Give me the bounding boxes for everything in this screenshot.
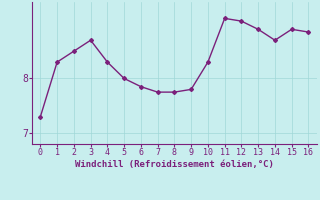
X-axis label: Windchill (Refroidissement éolien,°C): Windchill (Refroidissement éolien,°C): [75, 160, 274, 169]
